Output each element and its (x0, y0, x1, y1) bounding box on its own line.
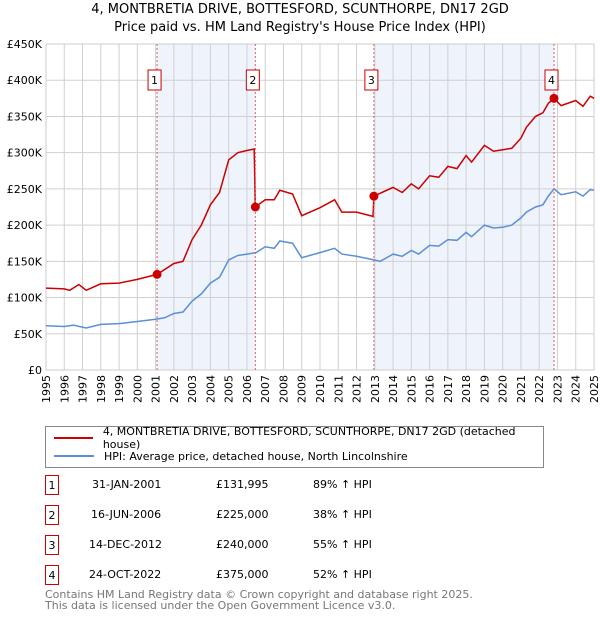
x-tick-label: 2009 (296, 375, 309, 403)
legend-item-property: 4, MONTBRETIA DRIVE, BOTTESFORD, SCUNTHO… (54, 425, 543, 451)
sale-price: £131,995 (216, 478, 269, 491)
sale-point (549, 93, 559, 103)
sale-marker-label: 3 (368, 74, 375, 87)
x-tick-label: 1997 (77, 375, 90, 403)
sale-row: 4 24-OCT-2022 £375,000 52% ↑ HPI (45, 565, 445, 585)
sale-row: 3 14-DEC-2012 £240,000 55% ↑ HPI (45, 535, 445, 555)
x-tick-label: 2006 (241, 375, 254, 403)
sale-point (152, 269, 162, 279)
sale-row: 2 16-JUN-2006 £225,000 38% ↑ HPI (45, 505, 445, 525)
x-tick-label: 1996 (58, 375, 71, 403)
plot-border (45, 43, 595, 371)
x-tick-label: 2000 (131, 375, 144, 403)
sale-point (250, 202, 260, 212)
sale-price: £240,000 (216, 538, 269, 551)
sale-hpi: 52% ↑ HPI (313, 568, 372, 581)
hpi-line (45, 187, 595, 329)
x-tick-label: 2004 (204, 375, 217, 403)
x-tick-label: 2021 (515, 375, 528, 403)
sale-marker-badge: 4 (45, 565, 59, 585)
footer: Contains HM Land Registry data © Crown c… (45, 589, 473, 611)
x-tick-label: 2003 (186, 375, 199, 403)
x-tick-label: 2014 (387, 375, 400, 403)
sale-row: 1 31-JAN-2001 £131,995 89% ↑ HPI (45, 475, 445, 495)
sale-date: 31-JAN-2001 (92, 478, 162, 491)
sale-hpi: 89% ↑ HPI (313, 478, 372, 491)
x-tick-label: 2016 (424, 375, 437, 403)
legend-swatch (54, 437, 93, 439)
x-tick-label: 2024 (570, 375, 583, 403)
x-tick-label: 2010 (314, 375, 327, 403)
y-tick-label: £350K (7, 110, 43, 123)
x-tick-label: 2011 (332, 375, 345, 403)
sale-date: 14-DEC-2012 (89, 538, 163, 551)
sale-hpi: 55% ↑ HPI (313, 538, 372, 551)
x-tick-label: 1998 (95, 375, 108, 403)
legend: 4, MONTBRETIA DRIVE, BOTTESFORD, SCUNTHO… (45, 425, 544, 468)
sale-marker-box (544, 69, 559, 91)
sale-price: £225,000 (216, 508, 269, 521)
y-tick-label: £50K (14, 328, 43, 341)
x-tick-label: 2013 (369, 375, 382, 403)
sale-point (369, 191, 379, 201)
x-tick-label: 2002 (168, 375, 181, 403)
x-tick-label: 2017 (442, 375, 455, 403)
chart-subtitle: Price paid vs. HM Land Registry's House … (114, 20, 486, 35)
chart-title: 4, MONTBRETIA DRIVE, BOTTESFORD, SCUNTHO… (91, 2, 509, 17)
x-tick-label: 2018 (460, 375, 473, 403)
x-tick-label: 2020 (497, 375, 510, 403)
legend-swatch (54, 455, 94, 457)
footer-line: Contains HM Land Registry data © Crown c… (45, 588, 473, 601)
sale-marker-box (364, 69, 379, 91)
sale-marker-badge: 1 (45, 475, 59, 495)
x-tick-label: 2023 (551, 375, 564, 403)
x-tick-label: 2022 (533, 375, 546, 403)
x-tick-label: 2019 (478, 375, 491, 403)
sale-marker-label: 2 (249, 74, 256, 87)
sale-marker-badge: 3 (45, 535, 59, 555)
x-tick-label: 1999 (113, 375, 126, 403)
y-tick-label: £250K (7, 183, 43, 196)
y-tick-label: £200K (7, 219, 43, 232)
y-tick-label: £400K (7, 74, 43, 87)
legend-item-hpi: HPI: Average price, detached house, Nort… (54, 449, 408, 463)
sale-date: 16-JUN-2006 (91, 508, 162, 521)
sale-hpi: 38% ↑ HPI (313, 508, 372, 521)
y-tick-label: £300K (7, 147, 43, 160)
y-tick-label: £0 (28, 364, 42, 377)
x-tick-label: 2012 (351, 375, 364, 403)
sale-date: 24-OCT-2022 (89, 568, 162, 581)
x-tick-label: 2025 (588, 375, 600, 403)
price-paid-line (45, 95, 595, 292)
sale-marker-label: 1 (151, 74, 158, 87)
x-tick-label: 2015 (405, 375, 418, 403)
sale-marker-box (147, 69, 162, 91)
sale-marker-badge: 2 (45, 505, 59, 525)
x-tick-label: 2008 (277, 375, 290, 403)
y-tick-label: £150K (7, 255, 43, 268)
sale-marker-label: 4 (548, 74, 555, 87)
x-tick-label: 2007 (259, 375, 272, 403)
x-tick-label: 2001 (150, 375, 163, 403)
plot-area: 1995 1996 1997 1998 1999 2000 2001 2002 2003 2004… (7, 38, 600, 403)
x-tick-label: 1995 (40, 375, 53, 403)
legend-label: HPI: Average price, detached house, Nort… (104, 449, 408, 463)
footer-line: This data is licensed under the Open Gov… (45, 599, 396, 612)
shaded-period (373, 44, 554, 370)
y-tick-label: £450K (7, 38, 43, 51)
y-tick-label: £100K (7, 292, 43, 305)
legend-label: 4, MONTBRETIA DRIVE, BOTTESFORD, SCUNTHO… (102, 425, 516, 451)
sale-marker-box (245, 69, 260, 91)
x-tick-label: 2005 (223, 375, 236, 403)
sale-price: £375,000 (216, 568, 269, 581)
shaded-period (157, 44, 256, 370)
